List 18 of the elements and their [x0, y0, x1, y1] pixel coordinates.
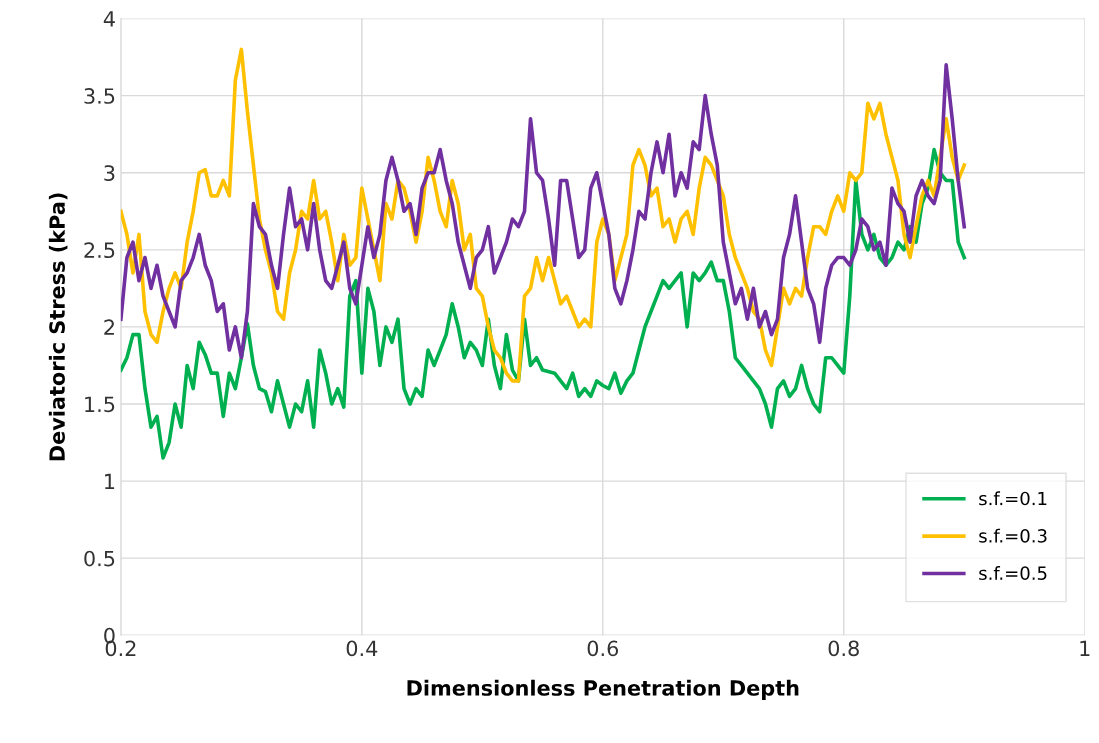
x-tick-label: 0.6 [587, 640, 619, 657]
y-tick-label: 1 [105, 473, 115, 490]
x-tick-label: 0.4 [346, 640, 378, 657]
x-tick-label: 1 [1080, 640, 1090, 656]
y-tick-label: 3 [104, 165, 115, 181]
legend-label: s.f.=0.5 [979, 566, 1047, 581]
y-tick-label: 4 [103, 11, 115, 27]
line-series [120, 147, 967, 460]
y-tick-label: 2.5 [84, 242, 115, 259]
y-tick-label: 3.5 [84, 88, 115, 104]
x-axis-title: Dimensionless Penetration Depth [407, 679, 799, 700]
legend-label: s.f.=0.3 [979, 528, 1047, 543]
y-tick-label: 2 [104, 319, 114, 335]
y-axis-title: Deviatoric Stress (kPa) [48, 193, 68, 461]
legend-label: s.f.=0.1 [979, 491, 1047, 506]
y-tick-label: 1.5 [85, 396, 115, 413]
y-tick-label: 0.5 [84, 550, 115, 567]
x-tick-label: 0.8 [828, 640, 859, 657]
